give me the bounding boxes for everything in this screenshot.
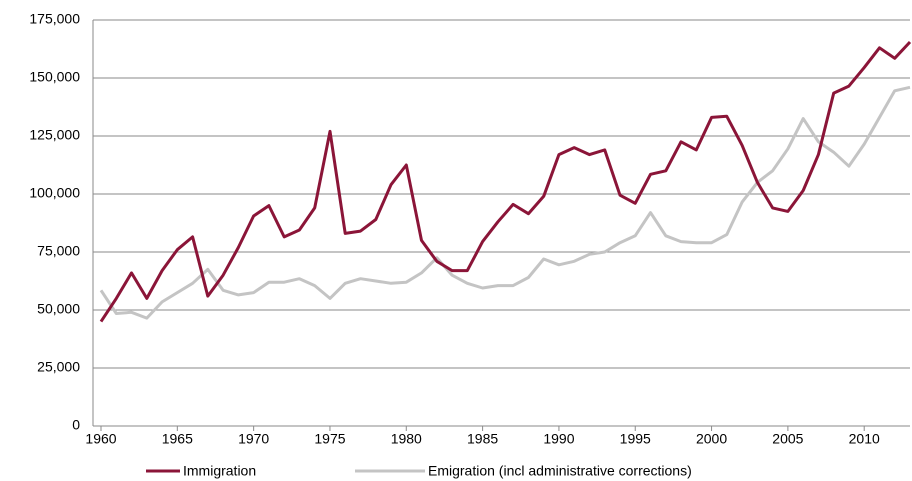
y-tick-label: 175,000 [29, 11, 80, 27]
x-tick-label: 1970 [238, 431, 269, 447]
legend-label: Emigration (incl administrative correcti… [428, 463, 692, 479]
x-tick-label: 1990 [543, 431, 574, 447]
y-tick-label: 125,000 [29, 127, 80, 143]
x-tick-label: 2010 [849, 431, 880, 447]
x-tick-label: 1995 [620, 431, 651, 447]
y-tick-label: 150,000 [29, 69, 80, 85]
series-line [99, 85, 911, 320]
legend-label: Immigration [183, 463, 256, 479]
x-tick-label: 1985 [467, 431, 498, 447]
x-tick-label: 1965 [162, 431, 193, 447]
y-tick-label: 0 [72, 417, 80, 433]
series-line [99, 40, 912, 323]
x-tick-label: 1975 [314, 431, 345, 447]
y-tick-label: 50,000 [37, 301, 80, 317]
y-tick-label: 25,000 [37, 359, 80, 375]
y-tick-label: 100,000 [29, 185, 80, 201]
x-tick-label: 1960 [85, 431, 116, 447]
x-tick-label: 2005 [772, 431, 803, 447]
x-tick-label: 2000 [696, 431, 727, 447]
y-tick-label: 75,000 [37, 243, 80, 259]
x-tick-label: 1980 [391, 431, 422, 447]
